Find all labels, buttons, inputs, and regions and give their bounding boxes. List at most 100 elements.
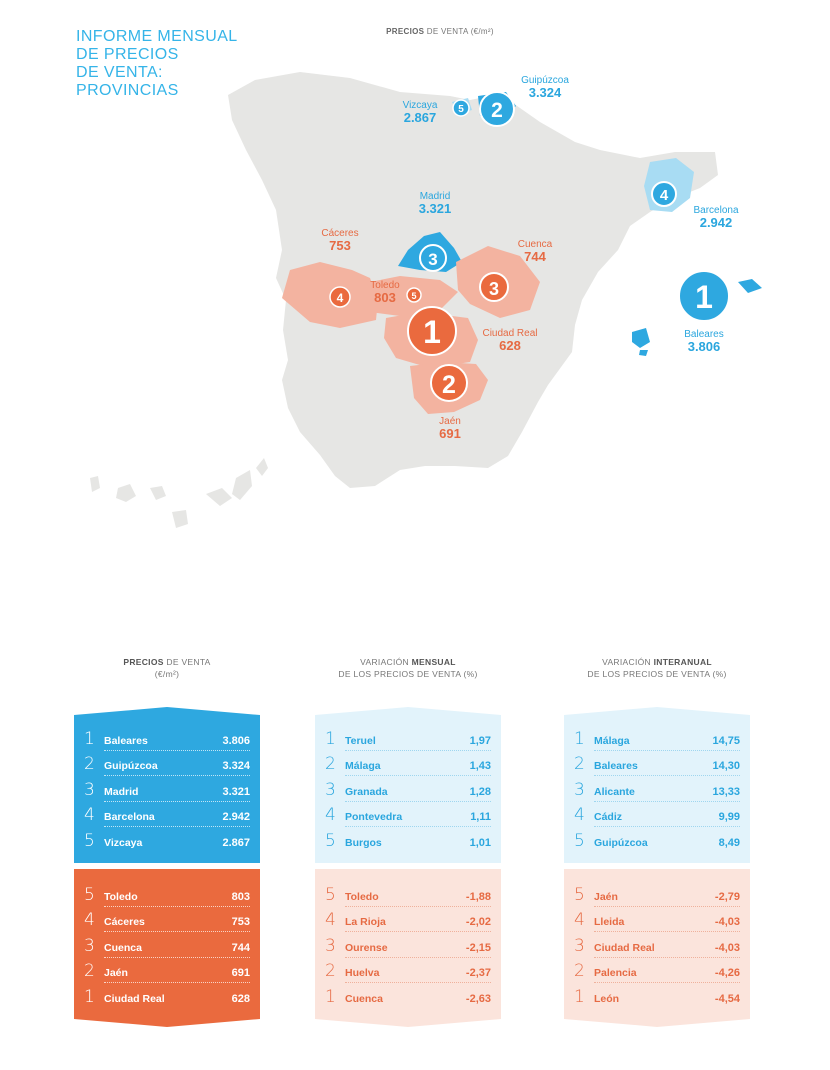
menorca-shape [738, 279, 762, 293]
province-name: Vizcaya [402, 100, 438, 111]
title-line: INFORME MENSUAL [76, 28, 238, 45]
canary-island-5 [206, 488, 232, 506]
ranking-number: 3 [325, 779, 336, 800]
svg-text:3: 3 [489, 279, 499, 299]
province-name: Huelva [345, 967, 380, 980]
map-label-caceres: Cáceres 753 [305, 228, 375, 252]
ranking-number: 3 [574, 779, 585, 800]
ranking-number: 3 [84, 935, 95, 956]
ranking-number: 2 [325, 754, 336, 775]
top-five-block: 1 Málaga 14,75 2 Baleares 14,30 3 Alicante 13,33… [564, 707, 750, 863]
ranking-value: 803 [231, 890, 250, 903]
svg-text:5: 5 [411, 291, 416, 301]
ranking-row: 1 Cuenca -2,63 [325, 983, 491, 1009]
column-header-mensual: VARIACIÓN MENSUAL DE LOS PRECIOS DE VENT… [315, 656, 501, 680]
canary-island-3 [150, 486, 166, 500]
column-header-interanual: VARIACIÓN INTERANUAL DE LOS PRECIOS DE V… [564, 656, 750, 680]
map-label-baleares: Baleares 3.806 [669, 329, 739, 353]
ranking-number: 5 [325, 830, 336, 851]
ranking-number: 3 [84, 779, 95, 800]
province-name: Toledo [345, 890, 379, 903]
map-label-toledo: Toledo 803 [350, 280, 420, 304]
ranking-row: 5 Jaén -2,79 [574, 881, 740, 907]
ranking-value: 628 [231, 992, 250, 1005]
ranking-number: 3 [325, 935, 336, 956]
ranking-value: 3.324 [222, 760, 250, 773]
ranking-number: 1 [325, 986, 336, 1007]
column-header-precios: PRECIOS DE VENTA (€/m²) [74, 656, 260, 680]
bottom-five-block: 5 Toledo -1,88 4 La Rioja -2,02 3 Ourense -2,15 2… [315, 869, 501, 1027]
province-name: Jaén [439, 416, 461, 427]
svg-text:1: 1 [695, 279, 713, 315]
header-line2: DE LOS PRECIOS DE VENTA (%) [338, 669, 478, 679]
ranking-number: 4 [84, 910, 95, 931]
ranking-row: 2 Guipúzcoa 3.324 [84, 751, 250, 777]
svg-text:1: 1 [423, 314, 441, 350]
ranking-value: -4,03 [714, 941, 740, 954]
province-name: Toledo [370, 280, 400, 291]
bottom-five-block: 5 Jaén -2,79 4 Lleida -4,03 3 Ciudad Real -4,03 2… [564, 869, 750, 1027]
ranking-number: 5 [574, 830, 585, 851]
ranking-value: 1,01 [469, 836, 491, 849]
province-price: 3.806 [687, 339, 721, 354]
province-price: 691 [439, 426, 461, 441]
ranking-value: 3.806 [222, 734, 250, 747]
header-bold: PRECIOS [123, 657, 164, 667]
province-price: 3.321 [418, 201, 452, 216]
ranking-value: -2,79 [714, 890, 740, 903]
ranking-row: 5 Burgos 1,01 [325, 827, 491, 853]
bottom-five-block: 5 Toledo 803 4 Cáceres 753 3 Cuenca 744 2 Jaén 691 1… [74, 869, 260, 1027]
rank-marker-barcelona: 4 [651, 181, 677, 207]
top-five-block: 1 Baleares 3.806 2 Guipúzcoa 3.324 3 Madrid 3.32… [74, 707, 260, 863]
ranking-value: 1,28 [469, 785, 491, 798]
province-name: Ciudad Real [482, 328, 538, 339]
ranking-value: -2,15 [465, 941, 491, 954]
header-line2: DE LOS PRECIOS DE VENTA (%) [587, 669, 727, 679]
ranking-value: -2,63 [465, 992, 491, 1005]
ranking-value: 1,97 [469, 734, 491, 747]
ranking-value: 744 [231, 941, 250, 954]
province-name: Guipúzcoa [594, 836, 648, 849]
ranking-row: 4 Cáceres 753 [84, 907, 250, 933]
ranking-panel-precios: 1 Baleares 3.806 2 Guipúzcoa 3.324 3 Madrid 3.32… [74, 707, 260, 1027]
province-name: Toledo [104, 890, 138, 903]
canary-island-6 [232, 470, 252, 500]
svg-text:2: 2 [442, 371, 456, 399]
ranking-number: 4 [84, 805, 95, 826]
ranking-number: 2 [325, 961, 336, 982]
ranking-number: 1 [84, 986, 95, 1007]
ranking-number: 1 [574, 986, 585, 1007]
svg-text:4: 4 [660, 187, 669, 204]
ranking-row: 1 Málaga 14,75 [574, 725, 740, 751]
province-name: Cáceres [321, 228, 359, 239]
ranking-value: 13,33 [712, 785, 740, 798]
ranking-value: 3.321 [222, 785, 250, 798]
canary-island-1 [90, 476, 100, 492]
province-name: Palencia [594, 967, 637, 980]
ranking-value: -1,88 [465, 890, 491, 903]
map-label-cuenca: Cuenca 744 [500, 239, 570, 263]
title-line: DE VENTA: [76, 64, 163, 81]
province-name: Málaga [345, 760, 381, 773]
ranking-number: 4 [574, 805, 585, 826]
ranking-row: 1 Teruel 1,97 [325, 725, 491, 751]
map-title: PRECIOS DE VENTA (€/m²) [330, 27, 550, 36]
ranking-value: 753 [231, 916, 250, 929]
header-pre: VARIACIÓN [360, 657, 409, 667]
ranking-value: -4,03 [714, 916, 740, 929]
ranking-number: 4 [325, 805, 336, 826]
ranking-row: 1 León -4,54 [574, 983, 740, 1009]
province-name: Baleares [684, 329, 724, 340]
ranking-value: 691 [231, 967, 250, 980]
spain-map: 2 5 4 3 1 4 5 3 1 2 [90, 72, 762, 528]
svg-text:5: 5 [458, 104, 464, 115]
map-title-rest: DE VENTA (€/m²) [426, 27, 494, 36]
rank-marker-guipuzcoa: 2 [479, 91, 515, 127]
province-name: Lleida [594, 916, 625, 929]
rank-marker-vizcaya: 5 [452, 99, 470, 117]
ranking-panel-interanual: 1 Málaga 14,75 2 Baleares 14,30 3 Alicante 13,33… [564, 707, 750, 1027]
rank-marker-toledo: 5 [406, 287, 422, 303]
ranking-number: 5 [574, 884, 585, 905]
ranking-row: 5 Toledo 803 [84, 881, 250, 907]
ranking-row: 3 Granada 1,28 [325, 776, 491, 802]
